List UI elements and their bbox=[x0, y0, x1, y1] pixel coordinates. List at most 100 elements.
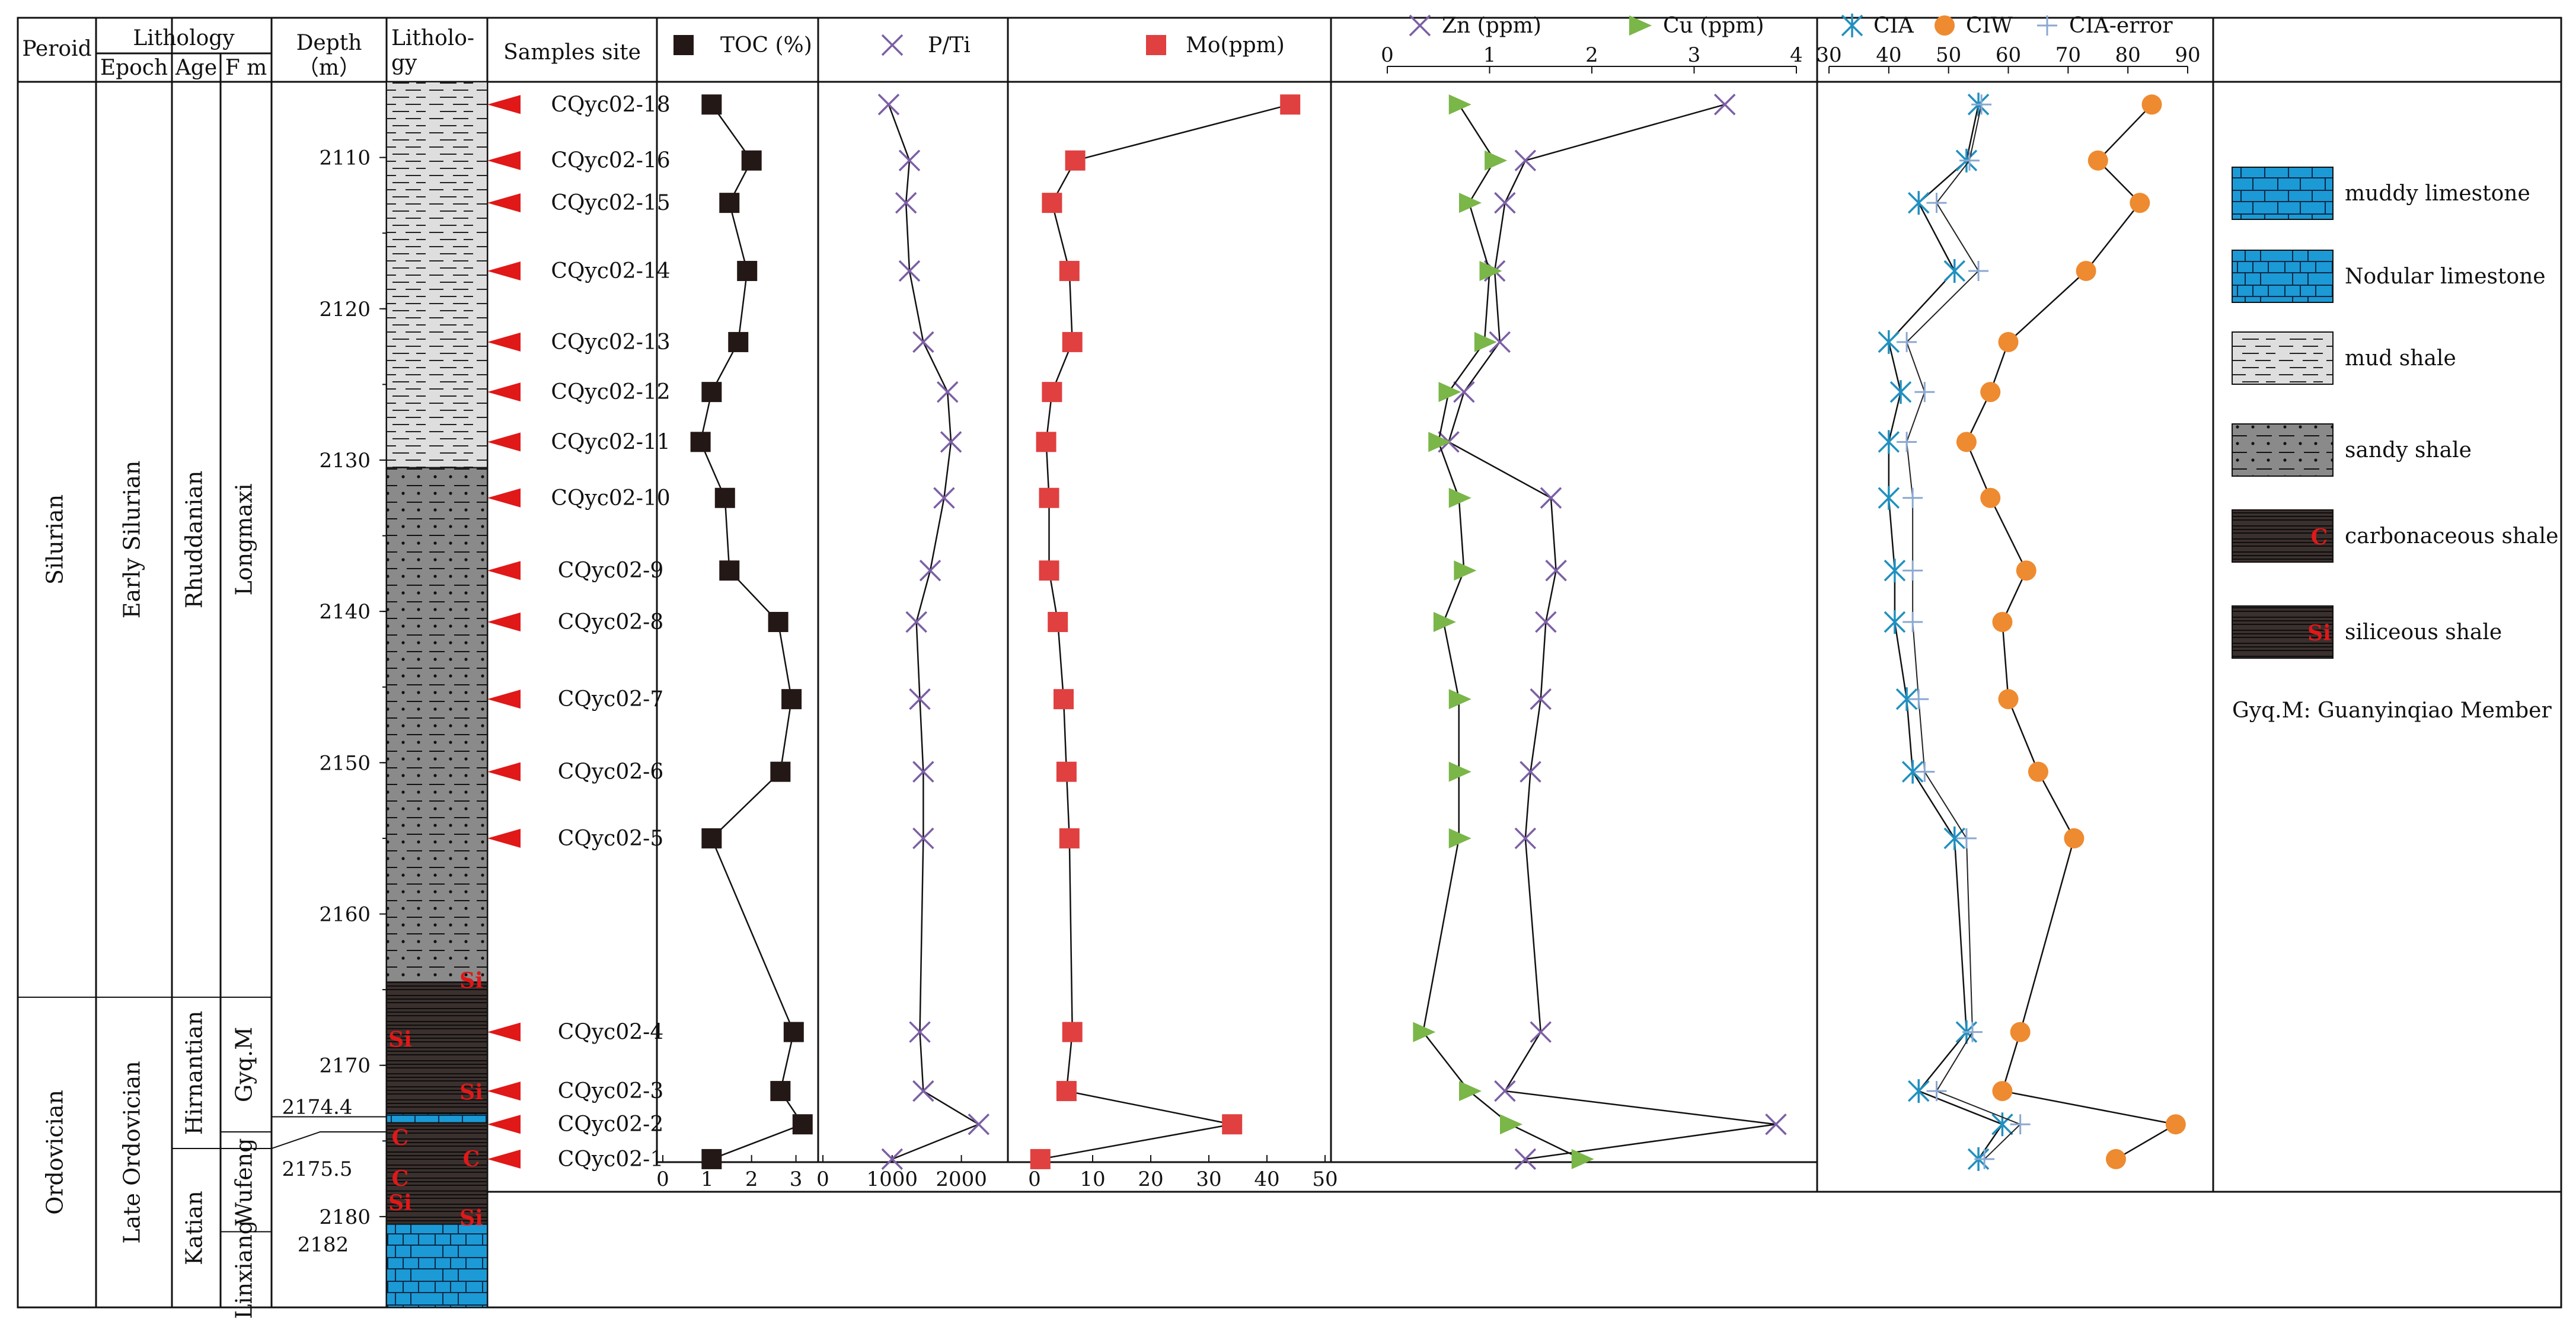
zncu-data-point bbox=[1514, 827, 1537, 850]
cia-data-point bbox=[2010, 1022, 2031, 1042]
mo-data-point bbox=[1059, 828, 1080, 848]
series-name: CIA bbox=[1873, 14, 1914, 38]
zncu-data-point bbox=[1514, 1148, 1537, 1170]
zncu-data-point bbox=[1448, 828, 1471, 848]
cia-data-point bbox=[1903, 560, 1923, 581]
zncu-data-point bbox=[1714, 94, 1736, 116]
sample-marker bbox=[487, 828, 521, 848]
panel-zncu: 0 1 2 3 4 Zn (ppm) Cu (ppm) bbox=[1381, 14, 1803, 1170]
cia-data-point bbox=[1980, 382, 2001, 403]
cia-data-point bbox=[1897, 432, 1917, 452]
cia-data-point bbox=[1901, 760, 1924, 784]
formation-label: Gyq.M bbox=[231, 1027, 257, 1102]
cia-tick-label: 70 bbox=[2055, 43, 2081, 67]
panel-pti: 0 1000 2000 P/Ti bbox=[816, 33, 996, 1191]
pti-data-point bbox=[909, 1021, 931, 1043]
legend-label: carbonaceous shale bbox=[2345, 524, 2558, 548]
panel-toc: 0 1 2 3 TOC (%) bbox=[656, 33, 813, 1191]
cia-data-point bbox=[1959, 150, 1980, 171]
cia-data-point bbox=[1980, 487, 2001, 508]
sample-label: CQyc02-3 bbox=[558, 1079, 663, 1103]
toc-data-point bbox=[714, 487, 735, 508]
zncu-tick-label: 3 bbox=[1688, 43, 1701, 67]
cia-data-point bbox=[1908, 191, 1930, 215]
formation-label: Linxiang bbox=[231, 1220, 257, 1319]
zncu-data-point bbox=[1448, 487, 1471, 508]
zncu-data-point bbox=[1438, 382, 1461, 403]
depth-axis: 2110 2120 2130 2140 2150 2160 2170 2180 2174.4 21… bbox=[282, 81, 387, 1257]
mo-data-point bbox=[1056, 1081, 1077, 1102]
mo-data-point bbox=[1056, 761, 1077, 782]
lithology-mark: Si bbox=[388, 1027, 412, 1052]
toc-tick-label: 3 bbox=[790, 1167, 803, 1191]
sample-label: CQyc02-18 bbox=[551, 92, 670, 117]
toc-data-point bbox=[770, 761, 791, 782]
age-label: Katian bbox=[181, 1191, 208, 1265]
cia-data-point bbox=[2028, 761, 2048, 782]
sample-label: CQyc02-16 bbox=[551, 149, 670, 173]
cia-data-point bbox=[1878, 430, 1900, 454]
legend-label: muddy limestone bbox=[2345, 181, 2530, 206]
pti-data-point bbox=[895, 192, 917, 214]
cia-data-point bbox=[1956, 828, 1977, 848]
sample-label: CQyc02-14 bbox=[551, 259, 670, 283]
cia-data-point bbox=[1991, 1112, 2013, 1137]
cia-tick-label: 80 bbox=[2115, 43, 2141, 67]
lithology-carbonaceous bbox=[386, 1122, 488, 1192]
cia-data-point bbox=[1914, 382, 1935, 403]
lithology-siliceous bbox=[386, 1190, 488, 1225]
cia-data-point bbox=[1884, 610, 1906, 634]
zncu-data-point bbox=[1765, 1113, 1787, 1135]
zncu-data-point bbox=[1453, 381, 1475, 403]
cia-data-point bbox=[1992, 1081, 2013, 1102]
sample-marker bbox=[487, 690, 521, 709]
pti-data-point bbox=[940, 431, 962, 453]
sample-label: CQyc02-11 bbox=[551, 430, 670, 454]
header-marker bbox=[881, 34, 904, 56]
toc-tick-label: 1 bbox=[701, 1167, 714, 1191]
mo-data-point bbox=[1036, 432, 1056, 452]
pti-data-point bbox=[912, 331, 934, 353]
legend-swatch-siliceous bbox=[2232, 605, 2334, 659]
cia-data-point bbox=[1908, 689, 1929, 710]
mo-tick-label: 20 bbox=[1138, 1167, 1163, 1191]
toc-data-point bbox=[701, 94, 722, 115]
epoch-label: Early Silurian bbox=[119, 461, 145, 619]
zncu-data-point bbox=[1540, 487, 1562, 509]
lithology-mark: Si bbox=[459, 968, 483, 993]
epoch-label: Late Ordovician bbox=[119, 1061, 145, 1243]
sample-label: CQyc02-9 bbox=[558, 559, 663, 583]
cia-data-point bbox=[1926, 1081, 1947, 1102]
depth-special-label: 2175.5 bbox=[282, 1157, 353, 1181]
zncu-data-point bbox=[1428, 432, 1451, 452]
series-name: CIW bbox=[1966, 14, 2013, 38]
toc-data-point bbox=[728, 331, 749, 352]
pti-data-point bbox=[912, 761, 934, 783]
zncu-data-point bbox=[1454, 560, 1477, 581]
legend-swatch-carbonaceous bbox=[2232, 509, 2334, 563]
panel-mo: 0 10 20 30 40 50 Mo(ppm) bbox=[1028, 33, 1338, 1191]
mo-data-point bbox=[1048, 612, 1068, 633]
legend-label: mud shale bbox=[2345, 346, 2456, 371]
toc-data-point bbox=[701, 382, 722, 403]
sample-label: CQyc02-7 bbox=[558, 687, 663, 712]
pti-tick-label: 2000 bbox=[936, 1167, 987, 1191]
cia-data-point bbox=[2165, 1114, 2186, 1135]
header-lithology-group: Lithology bbox=[133, 26, 235, 50]
lithology-siliceous bbox=[386, 981, 488, 1115]
zncu-data-point bbox=[1520, 761, 1541, 783]
mo-data-point bbox=[1042, 382, 1062, 403]
legend-label: siliceous shale bbox=[2345, 620, 2502, 645]
pti-tick-label: 1000 bbox=[867, 1167, 918, 1191]
zncu-data-point bbox=[1448, 761, 1471, 782]
cia-data-point bbox=[1998, 689, 2019, 710]
sample-marker bbox=[487, 561, 521, 580]
sample-label: CQyc02-1 bbox=[558, 1147, 663, 1172]
cia-tick-label: 40 bbox=[1876, 43, 1901, 67]
cia-tick-label: 60 bbox=[1996, 43, 2021, 67]
legend-mark: Si bbox=[2307, 621, 2331, 646]
header-period: Peroid bbox=[22, 37, 91, 61]
sample-marker bbox=[487, 261, 521, 280]
toc-data-point bbox=[690, 432, 711, 452]
